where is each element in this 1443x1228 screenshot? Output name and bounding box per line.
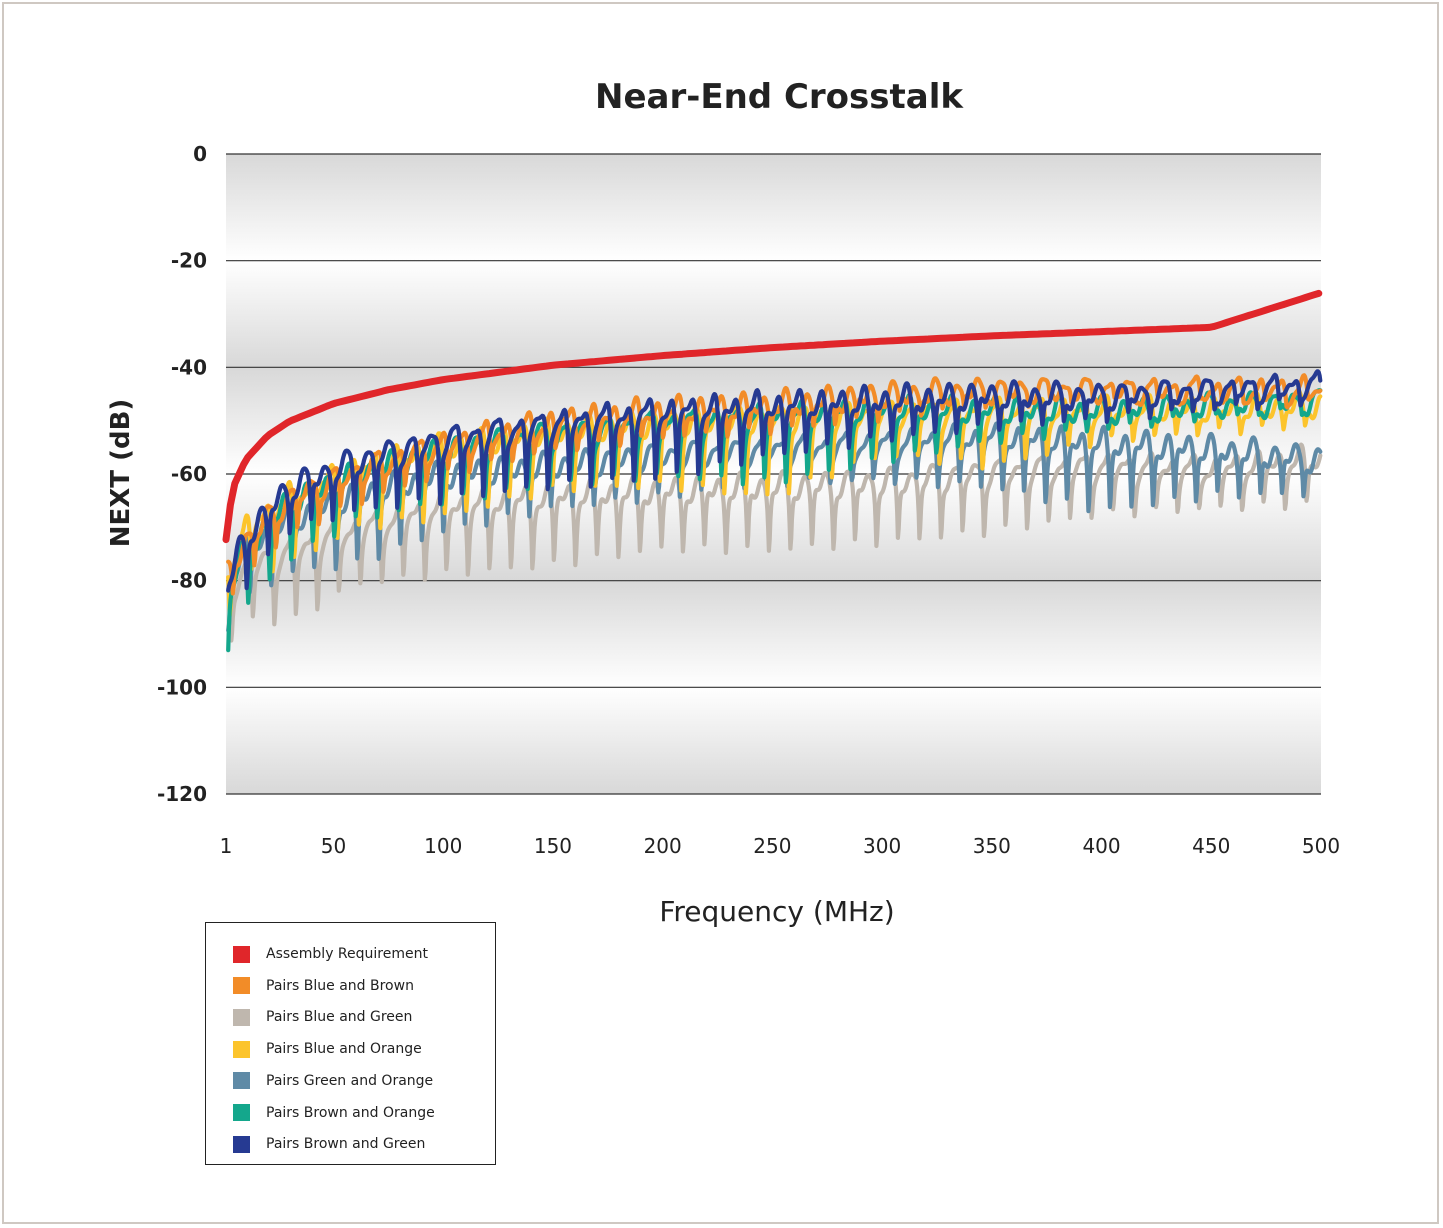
x-tick-label: 150 [534,834,572,858]
y-tick-label: -80 [171,569,207,593]
x-tick-label: 50 [321,834,346,858]
x-tick-label: 200 [644,834,682,858]
legend-item: Assembly Requirement [233,944,428,964]
y-tick-label: 0 [193,142,207,166]
legend-swatch [233,1040,250,1058]
legend-label: Pairs Blue and Orange [266,1041,422,1058]
series-line-pairs-green-and-orange [226,421,1323,633]
chart-title: Near-End Crosstalk [595,77,964,117]
plot-band [226,580,1321,688]
y-tick-label: -20 [171,249,207,273]
x-tick-label: 100 [424,834,462,858]
legend-swatch [233,977,250,995]
series-layer [222,289,1323,653]
y-tick-label: -40 [171,355,207,379]
legend-label: Pairs Brown and Orange [266,1104,435,1121]
x-tick-label: 300 [863,834,901,858]
y-axis-label: NEXT (dB) [106,399,136,548]
x-axis-label: Frequency (MHz) [659,895,894,928]
legend-swatch [233,1008,250,1026]
legend-label: Pairs Blue and Green [266,1009,413,1026]
x-tick-label: 250 [753,834,791,858]
x-tick-label: 400 [1082,834,1120,858]
series-line-assembly-requirement [222,289,1323,544]
y-tick-label: -100 [157,675,207,699]
plot-band [226,260,1321,368]
x-tick-label: 450 [1192,834,1230,858]
plot-band [226,687,1321,794]
chart-legend: Assembly Requirement Pairs Blue and Brown… [205,922,496,1165]
y-tick-label: -60 [171,462,207,486]
y-tick-label: -120 [157,782,207,806]
legend-item: Pairs Brown and Orange [233,1103,435,1123]
legend-swatch [233,1072,250,1090]
plot-band [226,154,1321,261]
x-tick-label: 1 [220,834,233,858]
legend-swatch [233,1104,250,1121]
legend-item: Pairs Green and Orange [233,1071,433,1091]
legend-swatch [233,945,250,963]
legend-swatch [233,1135,250,1153]
series-line-pairs-blue-and-green [226,442,1323,643]
legend-item: Pairs Brown and Green [233,1134,425,1154]
legend-label: Assembly Requirement [266,946,428,962]
legend-item: Pairs Blue and Green [233,1007,412,1027]
y-axis-tick-labels: 0 -20 -40 -60 -80 -100 -120 [157,142,207,806]
grid-lines [226,153,1321,795]
series-line-pairs-brown-and-green [226,369,1323,593]
legend-item: Pairs Blue and Orange [233,1039,422,1059]
x-axis-tick-labels: 1 50 100 150 200 250 300 350 400 450 500 [220,834,1340,858]
x-tick-label: 500 [1302,834,1340,858]
x-tick-label: 350 [973,834,1011,858]
legend-label: Pairs Green and Orange [266,1072,434,1089]
legend-label: Pairs Brown and Green [266,1136,426,1153]
legend-item: Pairs Blue and Brown [233,976,414,996]
legend-label: Pairs Blue and Brown [266,977,414,994]
